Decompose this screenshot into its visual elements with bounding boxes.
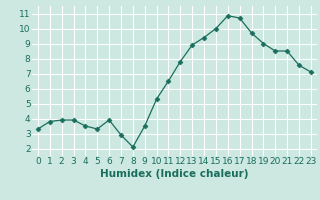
X-axis label: Humidex (Indice chaleur): Humidex (Indice chaleur) <box>100 169 249 179</box>
